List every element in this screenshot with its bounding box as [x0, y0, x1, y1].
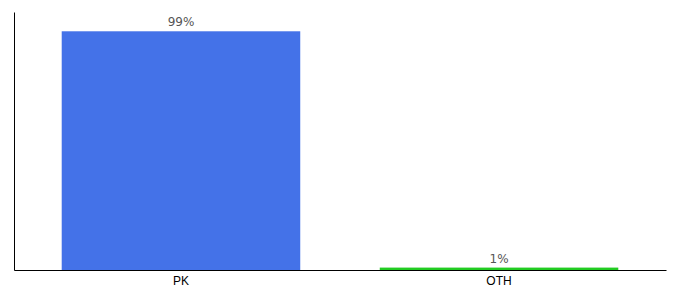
x-tick-label: PK: [173, 274, 189, 288]
plot: PK OTH 99% 1%: [15, 13, 667, 288]
x-tick-label: OTH: [486, 274, 511, 288]
x-axis-line: [15, 270, 667, 271]
x-tick: OTH: [486, 270, 511, 288]
bar: [380, 268, 619, 270]
data-label: 1%: [490, 252, 509, 266]
data-label: 99%: [168, 15, 195, 29]
data-labels: 99% 1%: [168, 15, 509, 265]
x-axis: PK OTH: [15, 270, 667, 288]
y-axis: [14, 13, 15, 271]
x-tick: PK: [173, 270, 189, 288]
chart: PK OTH 99% 1%: [0, 0, 680, 300]
bar: [62, 31, 301, 270]
bars: [62, 31, 619, 270]
y-axis-line: [14, 13, 15, 271]
